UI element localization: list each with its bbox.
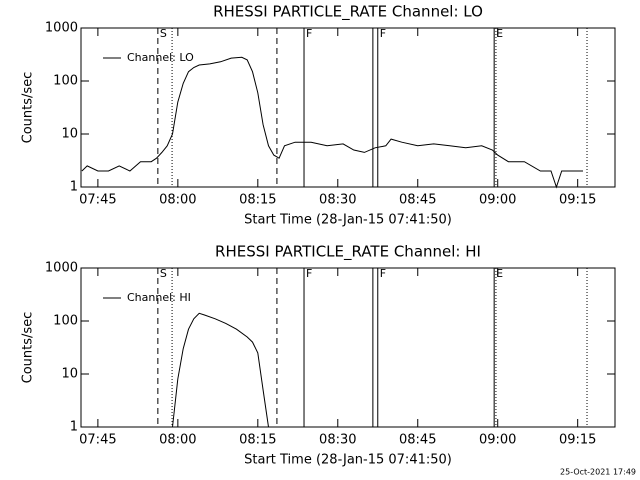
x-axis-label: Start Time (28-Jan-15 07:41:50)	[244, 453, 452, 468]
data-line	[172, 312, 269, 428]
x-tick-label: 09:15	[559, 433, 596, 448]
chart-title: RHESSI PARTICLE_RATE Channel: LO	[213, 3, 483, 22]
marker-label: S	[160, 27, 167, 40]
marker-label: F	[306, 27, 312, 40]
chart-title: RHESSI PARTICLE_RATE Channel: HI	[215, 243, 481, 262]
marker-label: F	[306, 267, 312, 280]
panel: RHESSI PARTICLE_RATE Channel: HI Start Ti…	[21, 243, 616, 468]
marker-label: F	[380, 267, 386, 280]
marker-label: F	[380, 27, 386, 40]
marker-label: E	[496, 267, 503, 280]
y-tick-label: 1000	[45, 261, 78, 276]
x-tick-label: 09:00	[479, 433, 516, 448]
x-tick-label: 08:45	[399, 433, 436, 448]
y-axis-label: Counts/sec	[21, 72, 36, 144]
legend-label: Channel: HI	[127, 291, 191, 304]
y-axis-label: Counts/sec	[21, 312, 36, 384]
y-tick-label: 1	[70, 420, 78, 435]
panel: RHESSI PARTICLE_RATE Channel: LO Start Ti…	[21, 3, 616, 228]
x-axis-label: Start Time (28-Jan-15 07:41:50)	[244, 213, 452, 228]
timestamp: 25-Oct-2021 17:49	[560, 468, 636, 477]
plot-frame	[80, 267, 616, 428]
marker-label: E	[496, 27, 503, 40]
x-tick-label: 08:30	[319, 433, 356, 448]
x-tick-label: 08:15	[239, 433, 276, 448]
x-tick-label: 09:15	[559, 193, 596, 208]
data-line	[81, 56, 583, 189]
x-tick-label: 08:30	[319, 193, 356, 208]
y-tick-label: 10	[61, 367, 78, 382]
x-tick-label: 08:00	[159, 433, 196, 448]
y-tick-label: 1000	[45, 21, 78, 36]
x-tick-label: 07:45	[79, 433, 116, 448]
marker-label: S	[160, 267, 167, 280]
x-tick-label: 08:45	[399, 193, 436, 208]
x-tick-label: 09:00	[479, 193, 516, 208]
x-tick-label: 08:00	[159, 193, 196, 208]
legend-label: Channel: LO	[127, 51, 194, 64]
plot-frame	[80, 27, 616, 188]
y-tick-label: 1	[70, 180, 78, 195]
x-tick-label: 08:15	[239, 193, 276, 208]
y-tick-label: 100	[53, 74, 78, 89]
x-tick-label: 07:45	[79, 193, 116, 208]
y-tick-label: 10	[61, 127, 78, 142]
y-tick-label: 100	[53, 314, 78, 329]
